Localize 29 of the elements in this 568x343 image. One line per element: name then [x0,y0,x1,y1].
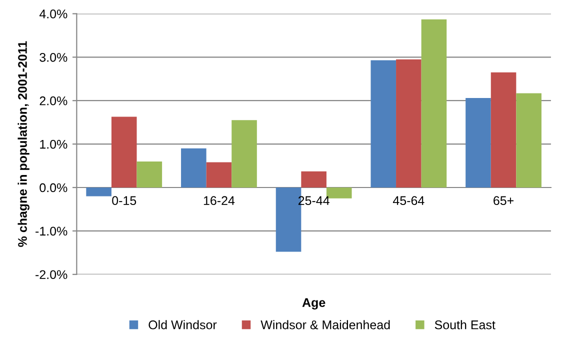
bar [181,148,206,188]
bar [516,93,542,188]
bar [370,60,396,188]
bar [232,120,257,188]
y-tick-label: -1.0% [36,226,68,236]
y-tick-label: -2.0% [36,270,68,280]
bar [136,161,162,188]
x-tick-label: 0-15 [112,196,136,206]
legend-label: Old Windsor [148,320,217,330]
bar [301,171,326,188]
bar [86,188,112,196]
bar [466,98,491,188]
y-tick-label: 3.0% [40,52,68,62]
bar [490,72,516,188]
y-tick-label: 0.0% [40,183,68,192]
x-axis-title: Age [302,298,326,310]
legend-label: South East [434,320,496,330]
y-tick-label: 4.0% [39,10,68,18]
y-axis-title: % chagne in population, 2001-2011 [18,41,30,247]
y-tick-label: 2.0% [40,96,68,106]
bar [111,116,137,188]
bar [396,59,422,188]
bar [421,19,447,188]
x-tick-label: 65+ [494,196,514,206]
x-tick-label: 16-24 [204,196,235,206]
y-tick-label: 1.0% [40,140,68,149]
legend-label: Windsor & Maidenhead [260,320,390,330]
x-tick-label: 45-64 [392,196,424,206]
bar [206,162,232,188]
